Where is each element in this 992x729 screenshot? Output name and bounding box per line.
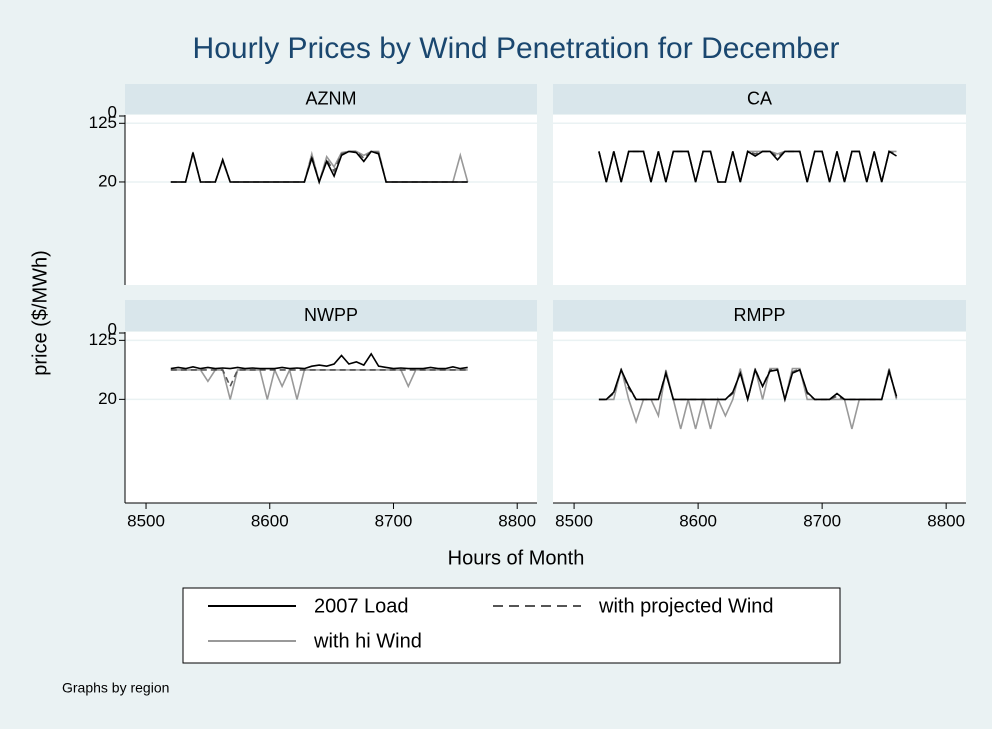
data-line xyxy=(170,150,468,185)
data-line xyxy=(598,150,897,183)
panel-title: NWPP xyxy=(304,305,358,325)
chart-title: Hourly Prices by Wind Penetration for De… xyxy=(193,32,840,65)
x-tick-label: 8700 xyxy=(375,511,413,530)
panel-title: AZNM xyxy=(306,88,357,108)
data-line xyxy=(170,352,468,370)
y-axis-label: price ($/MWh) xyxy=(29,250,51,376)
x-tick-label: 8700 xyxy=(803,511,841,530)
panel-strip xyxy=(553,84,966,114)
x-tick-label: 8500 xyxy=(127,511,165,530)
legend-box xyxy=(182,587,841,664)
data-line xyxy=(170,367,468,400)
y-tick-label: 125 xyxy=(89,330,117,349)
y-top-label: 0 xyxy=(108,319,117,338)
plot-area xyxy=(125,332,537,503)
y-top-label: 0 xyxy=(108,102,117,121)
plot-area xyxy=(553,332,966,503)
x-tick-label: 8600 xyxy=(251,511,289,530)
panel-strip xyxy=(125,300,537,331)
data-line xyxy=(598,367,898,403)
x-axis-label: Hours of Month xyxy=(448,547,585,569)
legend-label: with hi Wind xyxy=(313,630,422,652)
plot-area xyxy=(125,115,537,285)
panel-strip xyxy=(553,300,966,331)
x-tick-label: 8600 xyxy=(679,511,717,530)
note: Graphs by region xyxy=(62,680,169,696)
panel-strip xyxy=(125,84,537,114)
x-tick-label: 8800 xyxy=(927,511,965,530)
legend-label: 2007 Load xyxy=(314,595,409,617)
panel-title: RMPP xyxy=(733,305,785,325)
y-tick-label: 20 xyxy=(98,389,117,408)
y-tick-label: 125 xyxy=(89,113,117,132)
legend-label: with projected Wind xyxy=(598,595,774,617)
plot-area xyxy=(553,115,966,285)
panel-title: CA xyxy=(747,88,772,108)
y-tick-label: 20 xyxy=(98,171,117,190)
x-tick-label: 8500 xyxy=(555,511,593,530)
x-tick-label: 8800 xyxy=(498,511,536,530)
